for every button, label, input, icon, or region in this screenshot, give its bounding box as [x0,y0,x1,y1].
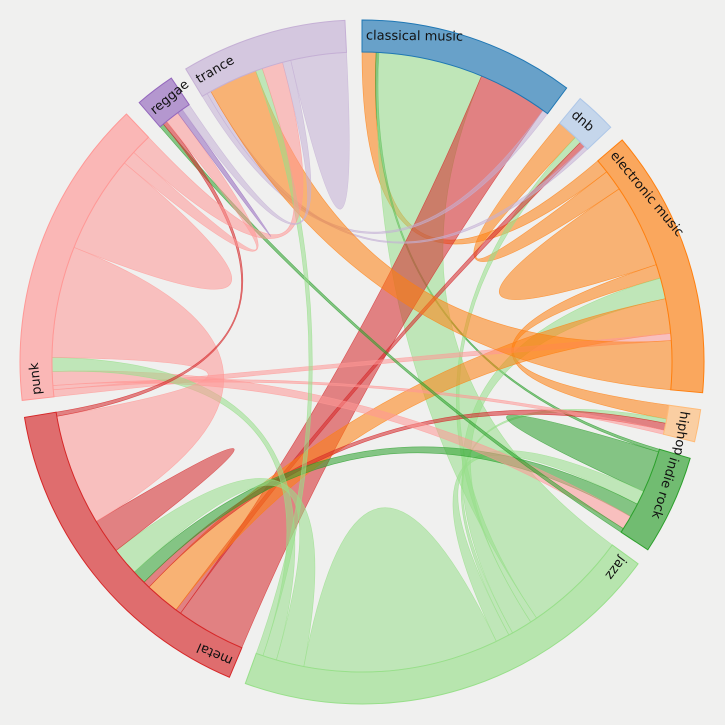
group-arc-dnb [558,97,612,150]
group-arc-electronic-music [597,139,705,394]
group-arc-jazz [244,544,639,705]
group-arc-classical-music [361,19,568,115]
group-arc-trance [185,19,348,98]
group-arcs [19,19,705,705]
group-label-hiphop: hiphop [670,410,692,456]
group-label-classical-music: classical music [366,29,463,45]
group-arc-hiphop [662,404,702,443]
ribbons [51,51,673,673]
group-arc-punk [19,113,150,401]
group-arc-metal [23,411,243,678]
group-arc-reggae [138,77,190,128]
group-label-punk: punk [27,361,45,395]
group-arc-indie-rock [620,448,691,551]
